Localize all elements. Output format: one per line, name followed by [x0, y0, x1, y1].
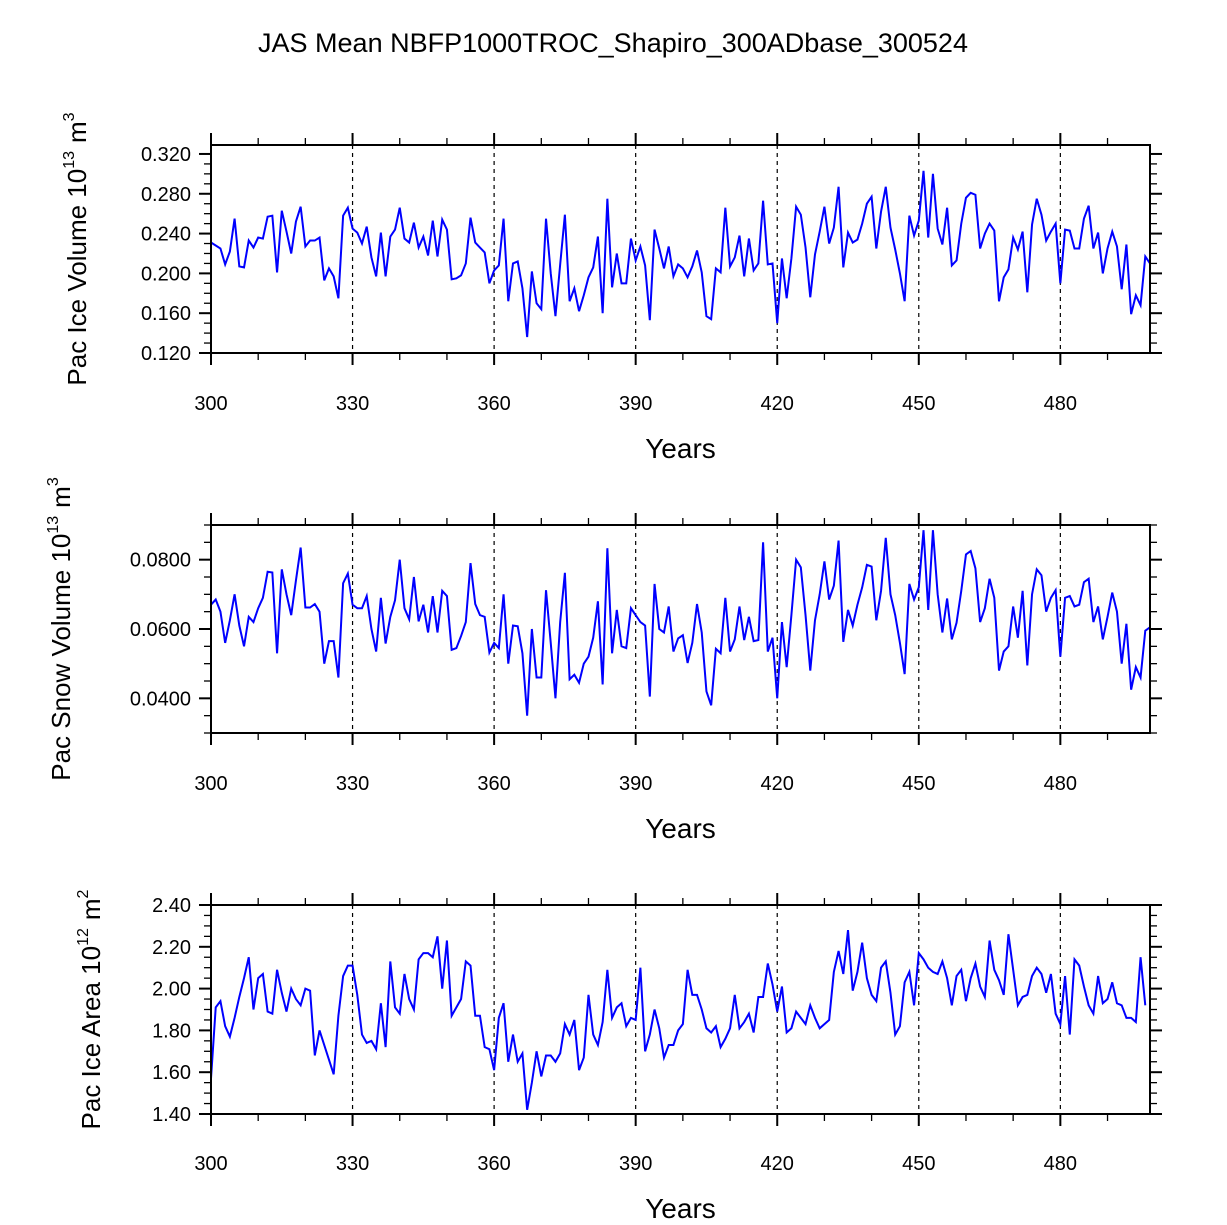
x-tick-label: 360	[477, 773, 510, 795]
series-line	[210, 170, 1151, 338]
y-axis-label-unit-exp: 2	[75, 889, 92, 898]
x-tick-label: 330	[336, 393, 369, 415]
panel-ice-volume: 300 330 360 390 420 450 480 0.120 0.160 0.200 0.24…	[61, 112, 1162, 464]
x-tick-label: 360	[477, 1153, 510, 1175]
x-tick-label: 300	[194, 1153, 227, 1175]
y-tick-label: 0.0600	[130, 619, 191, 641]
y-axis-label-base: Pac Snow Volume 10	[46, 534, 76, 781]
y-axis-label-unit: m	[46, 486, 76, 508]
y-axis-label-base: Pac Ice Volume 10	[62, 169, 92, 386]
y-axis-label-exp: 13	[45, 516, 62, 534]
x-tick-label: 390	[619, 773, 652, 795]
series-line	[210, 929, 1147, 1110]
plot-frame	[210, 144, 1151, 354]
x-tick-label: 450	[902, 393, 935, 415]
y-tick-label: 0.200	[141, 263, 191, 285]
y-axis-label-unit: m	[62, 121, 92, 143]
plot-frame	[210, 524, 1151, 734]
x-tick-label: 390	[619, 1153, 652, 1175]
y-tick-label: 1.80	[152, 1020, 191, 1042]
x-tick-label: 450	[902, 773, 935, 795]
x-tick-label: 480	[1044, 393, 1077, 415]
y-tick-label: 1.60	[152, 1062, 191, 1084]
y-axis-label-base: Pac Ice Area 10	[76, 946, 106, 1130]
y-tick-label: 2.40	[152, 895, 191, 917]
y-tick-label: 0.0400	[130, 688, 191, 710]
series-line	[210, 530, 1151, 716]
x-axis-label: Years	[645, 433, 716, 464]
x-tick-label: 360	[477, 393, 510, 415]
y-tick-label: 0.0800	[130, 550, 191, 572]
x-axis-label: Years	[645, 1193, 716, 1224]
x-tick-label: 300	[194, 773, 227, 795]
chart-title: JAS Mean NBFP1000TROC_Shapiro_300ADbase_…	[258, 28, 968, 58]
x-tick-label: 420	[761, 773, 794, 795]
y-tick-label: 0.160	[141, 303, 191, 325]
y-axis-label-unit-exp: 3	[45, 477, 62, 486]
y-tick-label: 2.20	[152, 937, 191, 959]
y-axis-label: Pac Ice Volume 1013 m3	[61, 112, 92, 385]
y-axis-label-exp: 13	[61, 151, 78, 169]
y-axis-label: Pac Snow Volume 1013 m3	[45, 477, 76, 781]
x-axis-label: Years	[645, 813, 716, 844]
x-tick-label: 480	[1044, 773, 1077, 795]
x-tick-label: 480	[1044, 1153, 1077, 1175]
y-tick-label: 0.240	[141, 224, 191, 246]
y-axis-label-unit-exp: 3	[61, 112, 78, 121]
y-tick-label: 1.40	[152, 1104, 191, 1126]
x-tick-label: 420	[761, 393, 794, 415]
x-tick-label: 420	[761, 1153, 794, 1175]
y-axis-label-unit: m	[76, 898, 106, 920]
y-axis-label-exp: 12	[75, 928, 92, 946]
x-tick-label: 450	[902, 1153, 935, 1175]
y-axis-label: Pac Ice Area 1012 m2	[75, 889, 106, 1129]
y-tick-label: 2.00	[152, 979, 191, 1001]
panel-snow-volume: 300 330 360 390 420 450 480 0.0400 0.0600 0.0800 Y…	[45, 477, 1162, 844]
y-tick-label: 0.280	[141, 184, 191, 206]
y-tick-label: 0.120	[141, 343, 191, 365]
x-tick-label: 330	[336, 1153, 369, 1175]
panel-ice-area: 300 330 360 390 420 450 480 1.40 1.60 1.80 2.00 2.2…	[75, 889, 1162, 1224]
x-tick-label: 330	[336, 773, 369, 795]
y-tick-label: 0.320	[141, 144, 191, 166]
x-tick-label: 300	[194, 393, 227, 415]
x-tick-label: 390	[619, 393, 652, 415]
